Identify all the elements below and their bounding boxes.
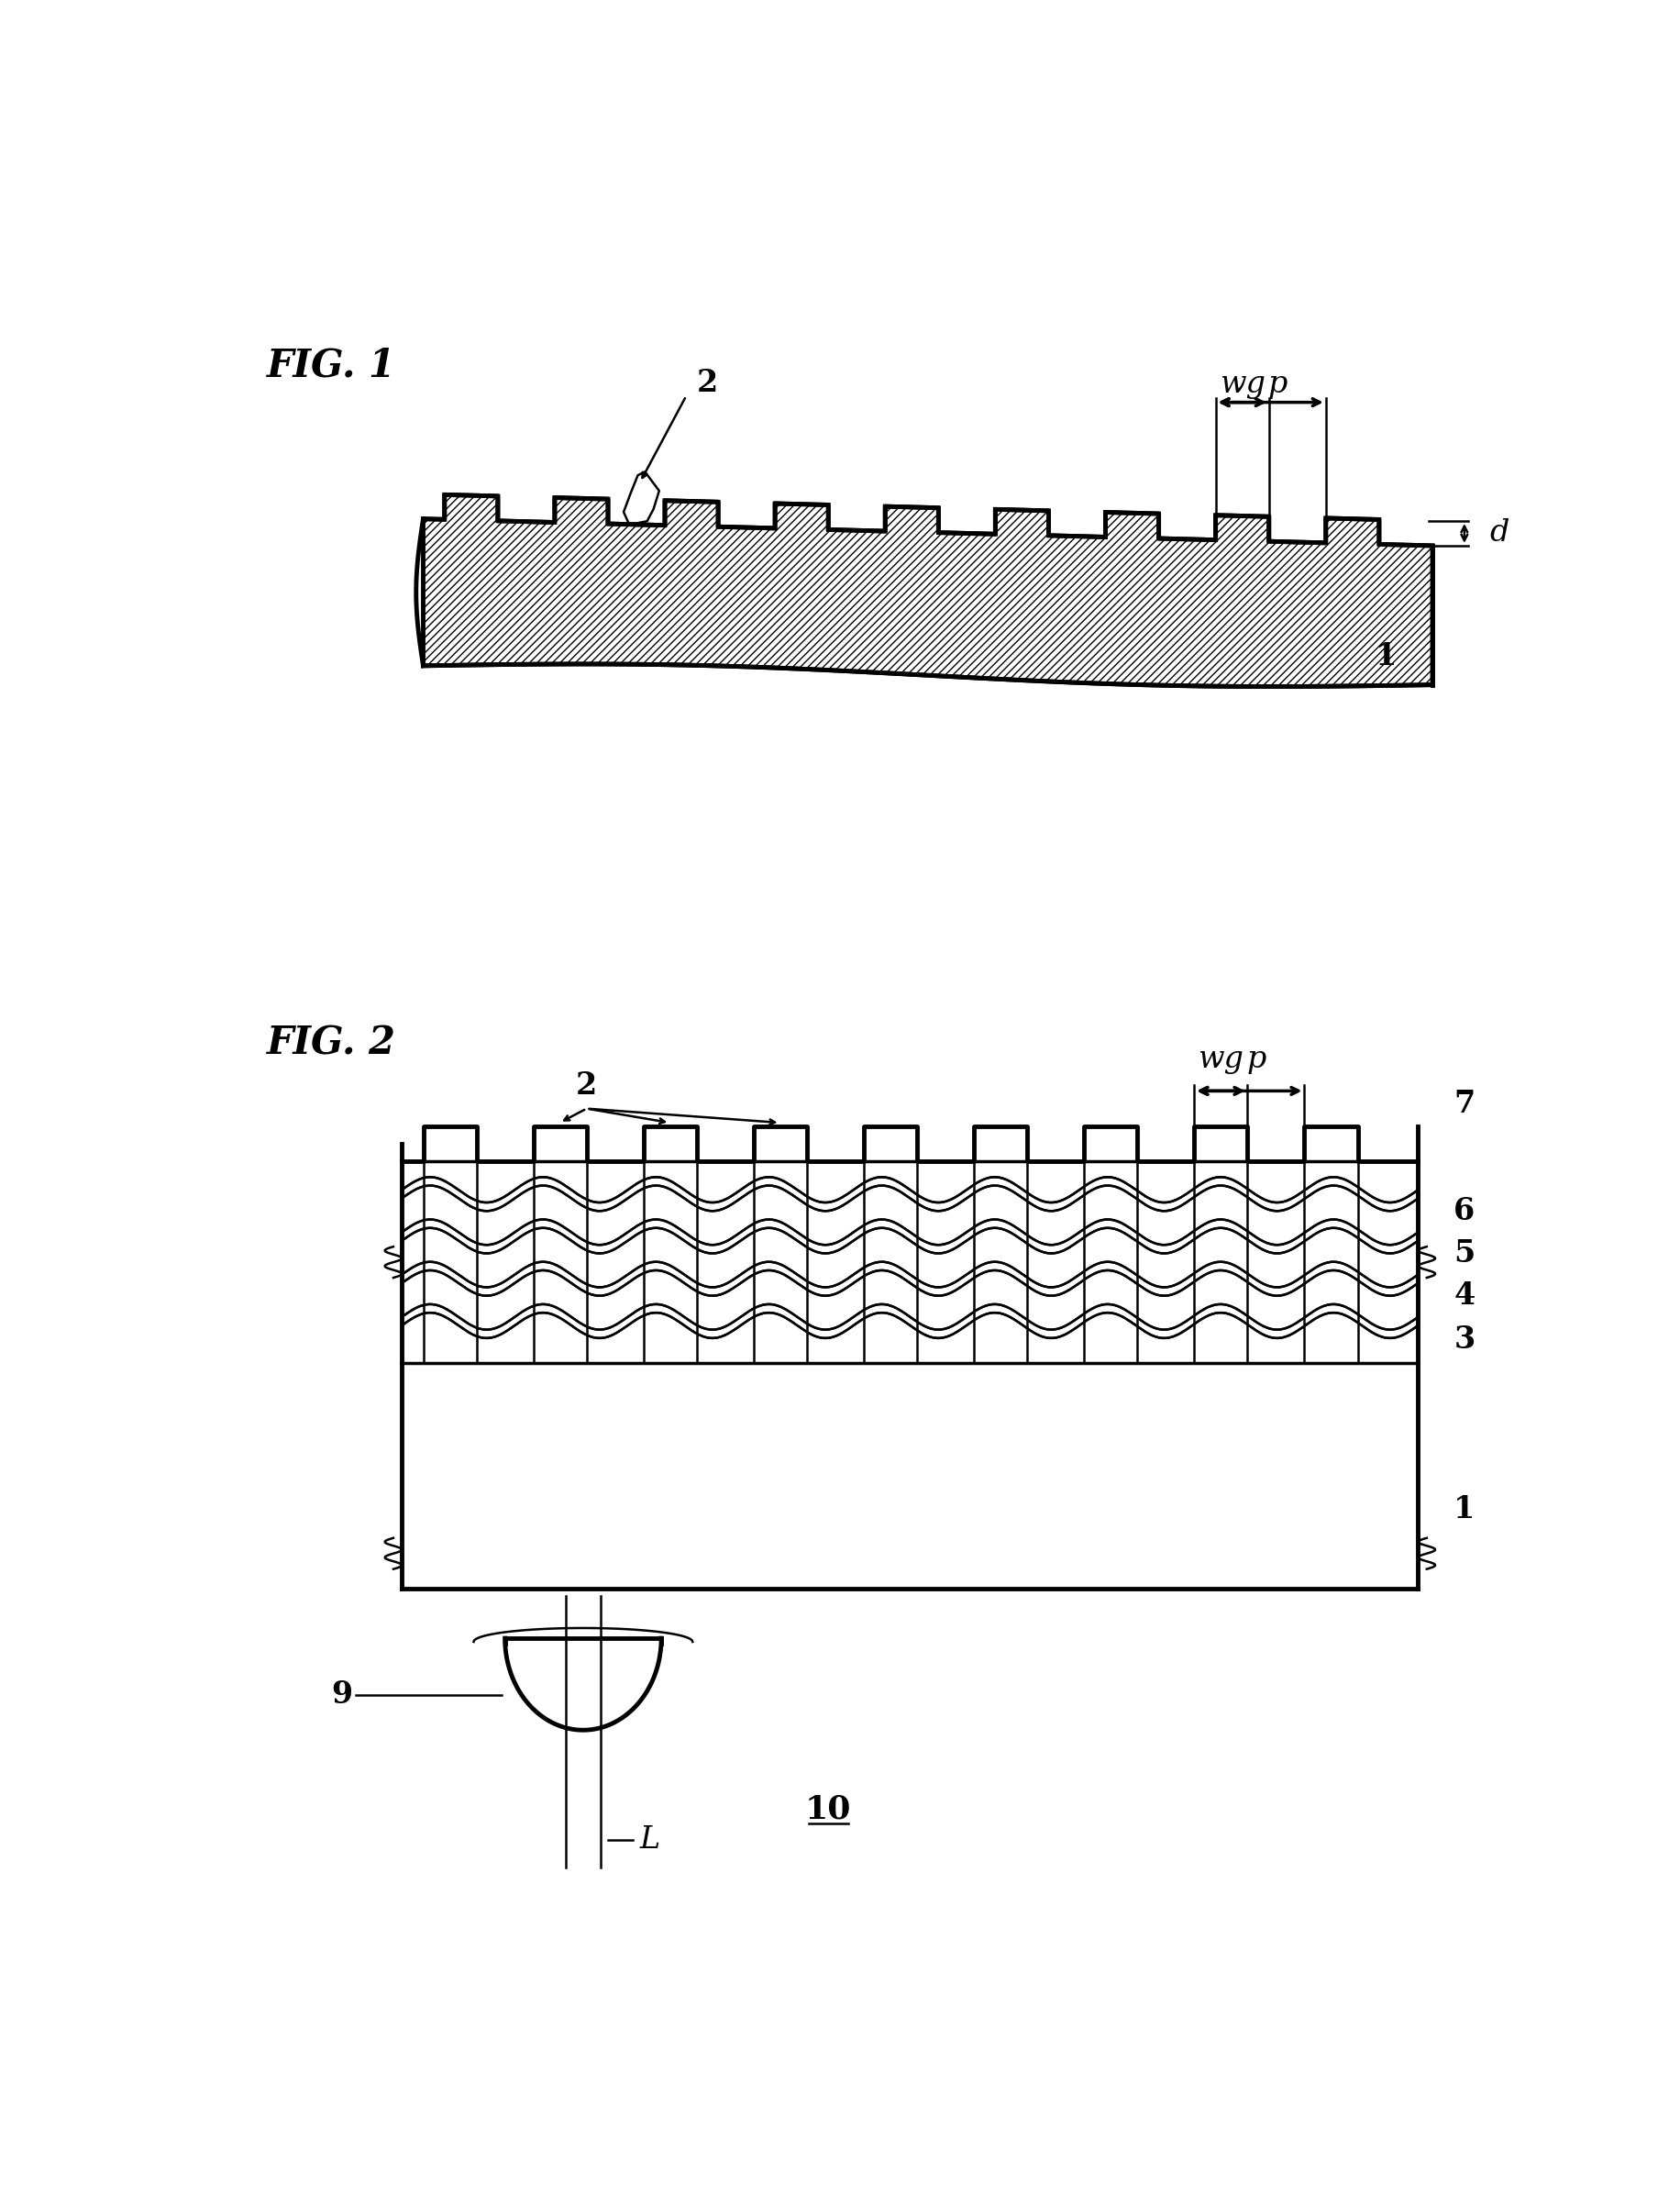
Text: 2: 2	[697, 368, 717, 399]
Text: 1: 1	[1453, 1495, 1475, 1526]
Polygon shape	[864, 1162, 917, 1363]
Polygon shape	[402, 1162, 1418, 1363]
Text: d: d	[1488, 518, 1509, 549]
Text: wg: wg	[1220, 370, 1265, 399]
Polygon shape	[1084, 1162, 1137, 1363]
Polygon shape	[402, 1363, 1418, 1590]
Text: 4: 4	[1453, 1281, 1475, 1312]
Polygon shape	[1304, 1162, 1357, 1363]
Text: FIG. 2: FIG. 2	[267, 1023, 396, 1063]
Polygon shape	[423, 1162, 477, 1363]
Text: 2: 2	[576, 1072, 598, 1100]
Text: 1: 1	[1376, 642, 1398, 673]
Text: wg: wg	[1198, 1045, 1243, 1074]
Polygon shape	[423, 494, 1433, 686]
Text: 3: 3	[1453, 1325, 1475, 1356]
Text: 6: 6	[1453, 1195, 1475, 1226]
Polygon shape	[643, 1162, 697, 1363]
Polygon shape	[974, 1162, 1026, 1363]
Text: p: p	[1247, 1045, 1267, 1074]
Text: 10: 10	[805, 1793, 852, 1826]
Polygon shape	[533, 1162, 586, 1363]
Text: 9: 9	[331, 1680, 353, 1709]
Text: L: L	[640, 1826, 660, 1854]
Text: 5: 5	[1453, 1239, 1475, 1268]
Text: 7: 7	[1453, 1089, 1475, 1120]
Polygon shape	[1194, 1162, 1248, 1363]
Text: p: p	[1268, 370, 1287, 399]
Text: FIG. 1: FIG. 1	[267, 346, 396, 384]
Polygon shape	[754, 1162, 806, 1363]
